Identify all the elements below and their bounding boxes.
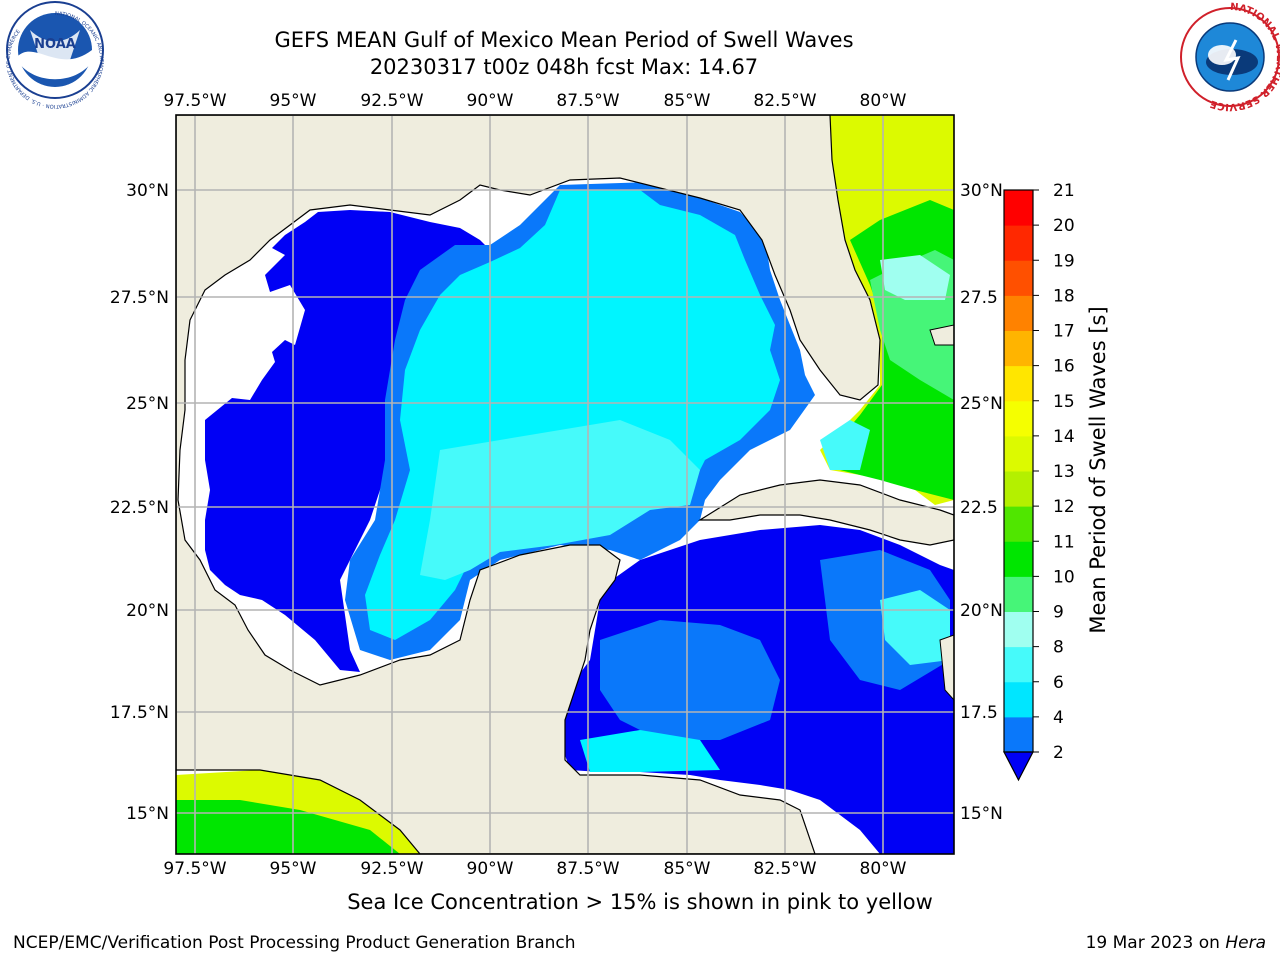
lon-label-bottom: 90°W bbox=[467, 859, 514, 879]
land-hispaniola bbox=[939, 634, 954, 701]
lat-label-right: 22.5 bbox=[960, 498, 998, 518]
lon-label-bottom: 95°W bbox=[270, 859, 317, 879]
colorbar-segment bbox=[1004, 576, 1033, 612]
lat-label-right: 30°N bbox=[960, 181, 1003, 201]
colorbar-segment bbox=[1004, 330, 1033, 367]
colorbar-segment bbox=[1004, 716, 1033, 753]
lat-label-right: 17.5 bbox=[960, 703, 998, 723]
land-cuba bbox=[697, 479, 954, 546]
colorbar-tick-label: 18 bbox=[1053, 286, 1075, 306]
lat-label-right: 15°N bbox=[960, 804, 1003, 824]
colorbar-tick-label: 15 bbox=[1053, 392, 1075, 412]
lon-label-top: 80°W bbox=[860, 91, 907, 111]
credit-text: NCEP/EMC/Verification Post Processing Pr… bbox=[13, 933, 576, 953]
colorbar-tick-label: 2 bbox=[1053, 743, 1064, 763]
lon-label-top: 97.5°W bbox=[163, 91, 226, 111]
date-text: 19 Mar 2023 on bbox=[1085, 933, 1220, 953]
colorbar-under-triangle bbox=[1003, 751, 1034, 782]
colorbar-tick-label: 10 bbox=[1053, 567, 1075, 587]
colorbar-tick-label: 11 bbox=[1053, 532, 1075, 552]
colorbar-segment bbox=[1004, 400, 1033, 437]
host-name: Hera bbox=[1225, 933, 1266, 953]
lat-label-left: 22.5°N bbox=[110, 498, 169, 518]
colorbar-tick-label: 13 bbox=[1053, 462, 1075, 482]
nws-logo: NATIONAL WEATHER SERVICE bbox=[1180, 2, 1280, 112]
colorbar-segment bbox=[1004, 681, 1033, 718]
axis-labels: 97.5°W 95°W 92.5°W 90°W 87.5°W 85°W 82.5… bbox=[110, 91, 1003, 879]
colorbar-tick-label: 4 bbox=[1053, 708, 1064, 728]
sea-ice-note: Sea Ice Concentration > 15% is shown in … bbox=[347, 890, 933, 914]
colorbar-segment bbox=[1004, 435, 1033, 472]
lat-label-left: 30°N bbox=[126, 181, 169, 201]
swell-patch-6s-caribbean bbox=[580, 730, 720, 772]
colorbar-tick-label: 16 bbox=[1053, 357, 1075, 377]
map-panel bbox=[176, 115, 954, 854]
colorbar-segment bbox=[1004, 260, 1033, 296]
colorbar-label: Mean Period of Swell Waves [s] bbox=[1086, 306, 1110, 634]
colorbar-segment bbox=[1004, 646, 1033, 683]
graticule bbox=[176, 115, 954, 854]
colorbar-tick-label: 17 bbox=[1053, 322, 1075, 342]
lat-label-left: 15°N bbox=[126, 804, 169, 824]
colorbar-tick-label: 14 bbox=[1053, 427, 1075, 447]
lon-label-top: 85°W bbox=[664, 91, 711, 111]
lon-label-top: 95°W bbox=[270, 91, 317, 111]
lon-label-bottom: 97.5°W bbox=[163, 859, 226, 879]
colorbar-segment bbox=[1004, 506, 1033, 542]
swell-patch-straits bbox=[820, 420, 870, 470]
lon-label-bottom: 87.5°W bbox=[556, 859, 619, 879]
colorbar-segment bbox=[1004, 225, 1033, 261]
lat-label-right: 20°N bbox=[960, 601, 1003, 621]
swell-patch-4s-a bbox=[600, 620, 780, 740]
colorbar-segment bbox=[1004, 365, 1033, 402]
colorbar-tick-label: 6 bbox=[1053, 673, 1064, 693]
lon-label-bottom: 82.5°W bbox=[753, 859, 816, 879]
date-stamp: 19 Mar 2023 on Hera bbox=[1086, 933, 1266, 953]
colorbar-tick-label: 8 bbox=[1053, 638, 1064, 658]
colorbar-tick-label: 19 bbox=[1053, 251, 1075, 271]
lon-label-bottom: 80°W bbox=[860, 859, 907, 879]
colorbar-segment bbox=[1004, 471, 1033, 507]
lat-label-right: 25°N bbox=[960, 394, 1003, 414]
lon-label-top: 87.5°W bbox=[556, 91, 619, 111]
lat-label-left: 20°N bbox=[126, 601, 169, 621]
lat-label-left: 27.5°N bbox=[110, 288, 169, 308]
noaa-logo-text: NOAA bbox=[34, 37, 76, 52]
colorbar-segment bbox=[1004, 190, 1033, 226]
land-bahamas bbox=[929, 324, 954, 346]
chart-title: GEFS MEAN Gulf of Mexico Mean Period of … bbox=[274, 28, 854, 52]
lat-label-right: 27.5 bbox=[960, 288, 998, 308]
colorbar-tick-label: 20 bbox=[1053, 216, 1075, 236]
swell-patch-8s-caribbean bbox=[880, 590, 950, 665]
lon-label-top: 90°W bbox=[467, 91, 514, 111]
colorbar-tick-label: 12 bbox=[1053, 497, 1075, 517]
lon-label-top: 82.5°W bbox=[753, 91, 816, 111]
colorbar: 2 4 6 8 9 10 11 12 13 14 15 16 17 18 19 20 21 bbox=[1003, 181, 1075, 782]
colorbar-segment bbox=[1004, 611, 1033, 648]
lat-label-left: 17.5°N bbox=[110, 703, 169, 723]
swell-region-8s-atlantic bbox=[880, 255, 950, 300]
lat-label-left: 25°N bbox=[126, 394, 169, 414]
map-frame bbox=[175, 114, 955, 855]
noaa-logo: NOAA NATIONAL OCEANIC AND ATMOSPHERIC AD… bbox=[6, 1, 104, 109]
lon-label-top: 92.5°W bbox=[360, 91, 423, 111]
chart-subtitle: 20230317 t00z 048h fcst Max: 14.67 bbox=[369, 55, 759, 79]
lon-label-bottom: 85°W bbox=[664, 859, 711, 879]
colorbar-segment bbox=[1004, 541, 1033, 577]
colorbar-segment bbox=[1004, 295, 1033, 331]
colorbar-tick-label: 9 bbox=[1053, 603, 1064, 623]
land-north-america bbox=[176, 115, 881, 854]
colorbar-tick-label: 21 bbox=[1053, 181, 1075, 201]
lon-label-bottom: 92.5°W bbox=[360, 859, 423, 879]
